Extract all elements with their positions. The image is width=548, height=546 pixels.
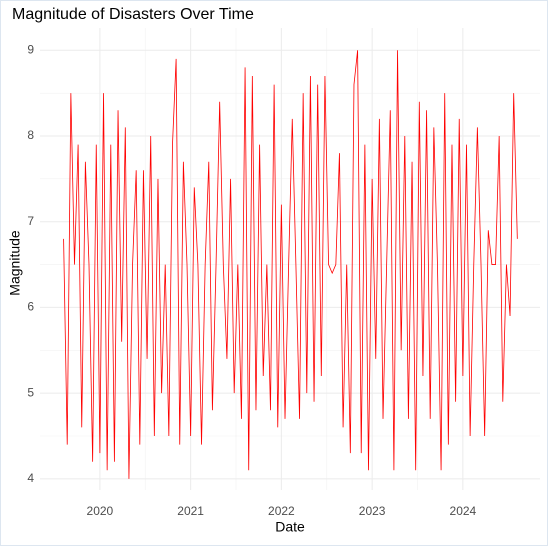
y-tick-label: 5 xyxy=(27,385,34,399)
x-tick-label: 2024 xyxy=(450,504,477,518)
y-tick-label: 6 xyxy=(27,300,34,314)
y-tick-label: 4 xyxy=(27,471,34,485)
y-tick-label: 7 xyxy=(27,214,34,228)
y-tick-label: 9 xyxy=(27,42,34,56)
x-tick-label: 2020 xyxy=(87,504,114,518)
y-tick-label: 8 xyxy=(27,128,34,142)
chart-title: Magnitude of Disasters Over Time xyxy=(12,6,254,23)
data-line xyxy=(63,50,518,479)
x-tick-label: 2023 xyxy=(359,504,386,518)
x-tick-label: 2021 xyxy=(177,504,204,518)
x-tick-label: 2022 xyxy=(268,504,295,518)
x-axis-label: Date xyxy=(275,519,305,535)
y-axis-label: Magnitude xyxy=(7,230,23,296)
